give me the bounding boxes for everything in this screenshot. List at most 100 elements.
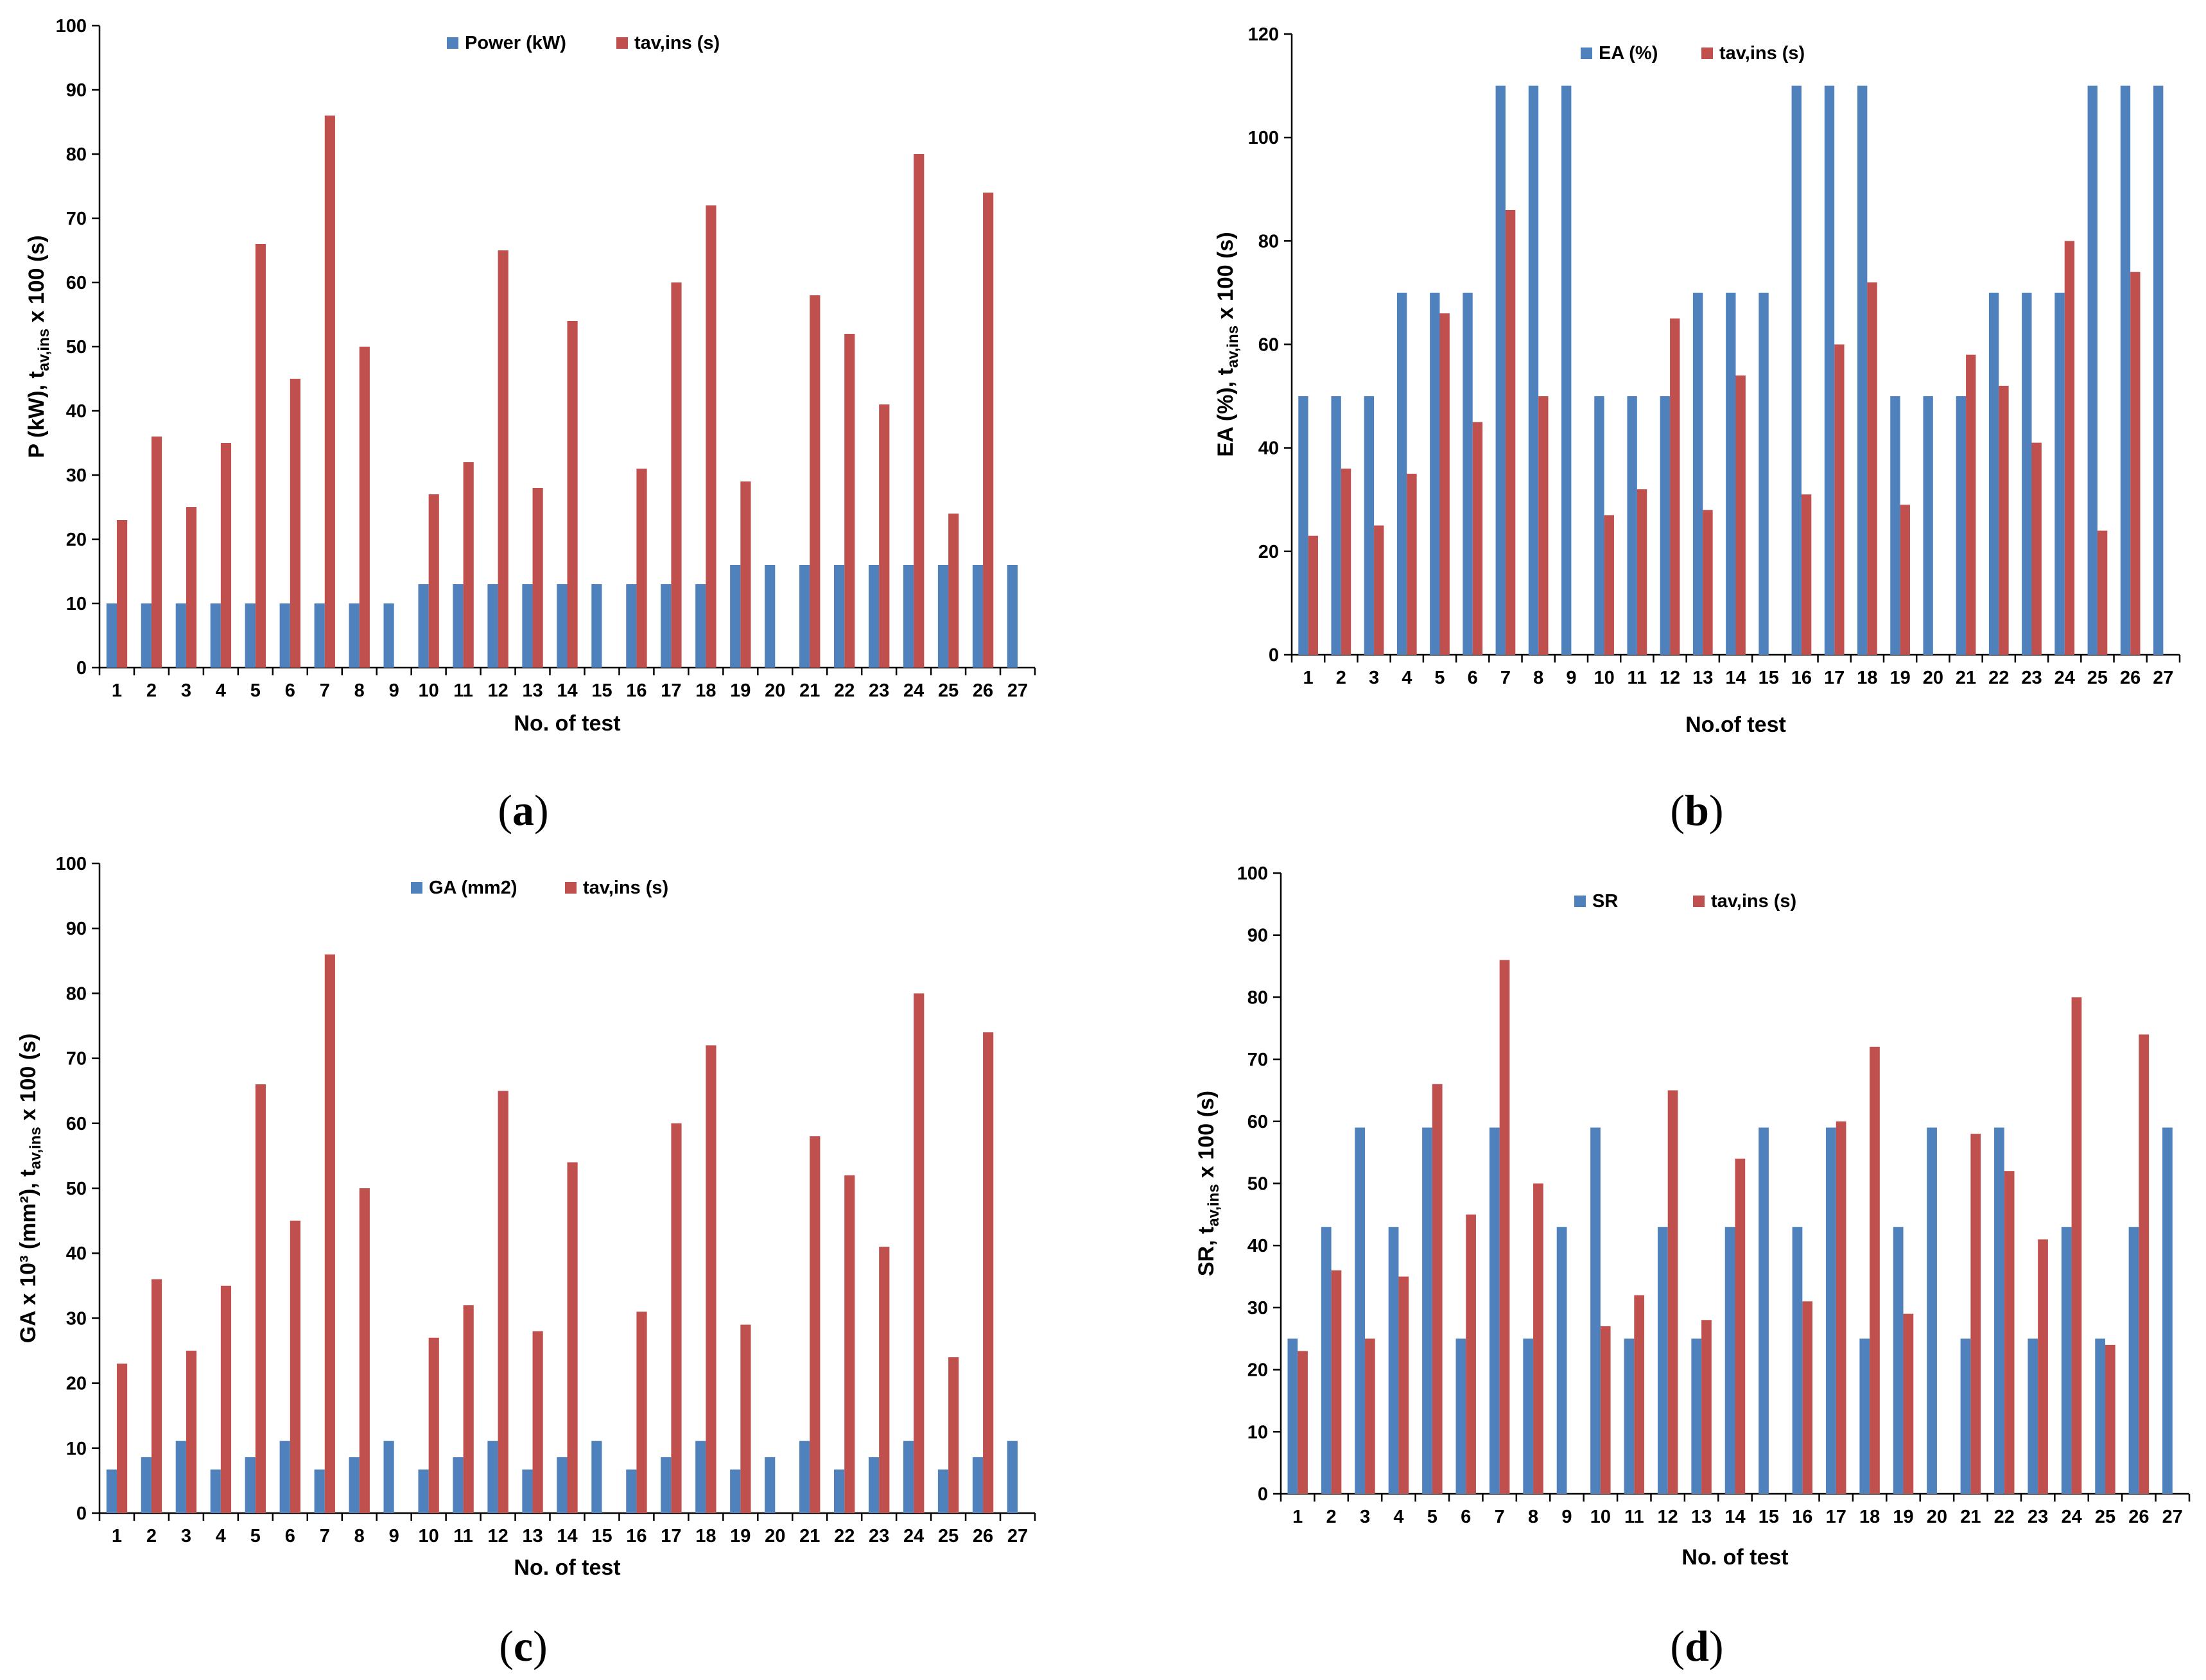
x-tick-label: 12: [1658, 1507, 1678, 1527]
x-tick-label: 9: [1566, 668, 1576, 688]
bar-primary-test-9: [383, 1441, 394, 1513]
bar-primary-test-10: [418, 584, 429, 668]
bar-tav-ins-test-1: [116, 520, 128, 668]
bar-primary-test-18: [695, 584, 706, 668]
bar-primary-test-13: [1692, 292, 1703, 655]
y-tick-label: 90: [66, 80, 87, 101]
x-tick-label: 26: [2128, 1507, 2149, 1527]
x-tick-label: 16: [1791, 668, 1812, 688]
y-tick-label: 60: [1247, 1112, 1268, 1132]
bar-tav-ins-test-13: [1703, 510, 1713, 655]
bar-primary-test-20: [765, 565, 776, 668]
x-tick-label: 5: [250, 1526, 261, 1546]
x-tick-label: 10: [419, 680, 439, 701]
bar-primary-test-6: [279, 603, 290, 668]
x-tick-label: 6: [285, 680, 295, 701]
bar-tav-ins-test-6: [1472, 422, 1483, 655]
bar-tav-ins-test-17: [671, 282, 682, 668]
bar-tav-ins-test-4: [1398, 1276, 1409, 1494]
x-tick-label: 10: [419, 1526, 439, 1546]
y-tick-label: 70: [66, 1049, 87, 1069]
bar-tav-ins-test-11: [463, 462, 474, 668]
y-tick-label: 20: [66, 1374, 87, 1394]
y-tick-label: 100: [1237, 863, 1268, 884]
x-tick-label: 14: [1725, 668, 1746, 688]
bar-primary-test-27: [1007, 1441, 1018, 1513]
bar-primary-test-13: [522, 1469, 533, 1513]
x-tick-label: 8: [354, 680, 365, 701]
y-tick-label: 20: [1247, 1360, 1268, 1381]
legend-swatch: [1701, 48, 1713, 59]
bar-tav-ins-test-1: [1298, 1351, 1308, 1494]
y-tick-label: 0: [76, 658, 87, 679]
y-tick-label: 80: [66, 983, 87, 1004]
bar-primary-test-1: [1298, 396, 1308, 655]
bar-tav-ins-test-12: [1667, 1090, 1678, 1494]
bar-tav-ins-test-1: [1308, 535, 1318, 655]
bar-tav-ins-test-7: [324, 954, 335, 1513]
bar-tav-ins-test-10: [1604, 515, 1614, 655]
bar-primary-test-15: [1759, 1127, 1769, 1494]
bar-primary-test-7: [314, 603, 325, 668]
x-tick-label: 1: [1303, 668, 1314, 688]
bar-tav-ins-test-25: [948, 1357, 959, 1513]
x-tick-label: 6: [1461, 1507, 1471, 1527]
bar-tav-ins-test-23: [2038, 1239, 2048, 1494]
bar-primary-test-2: [141, 603, 152, 668]
y-tick-label: 80: [1258, 231, 1279, 252]
x-tick-label: 11: [1627, 668, 1647, 688]
bar-tav-ins-test-3: [186, 507, 197, 668]
bar-tav-ins-test-24: [2071, 997, 2082, 1494]
bar-tav-ins-test-4: [1407, 473, 1417, 655]
x-tick-label: 19: [730, 680, 751, 701]
x-tick-label: 15: [1759, 668, 1779, 688]
bar-primary-test-9: [1561, 85, 1572, 655]
x-tick-label: 24: [2054, 668, 2075, 688]
y-axis-label: SR, tav,ins x 100 (s): [1194, 1091, 1222, 1276]
bar-tav-ins-test-2: [1331, 1270, 1342, 1494]
x-tick-label: 27: [2162, 1507, 2183, 1527]
bar-primary-test-4: [1396, 292, 1407, 655]
bar-primary-test-26: [2120, 85, 2131, 655]
bar-primary-test-16: [1791, 85, 1802, 655]
x-tick-label: 13: [1691, 1507, 1712, 1527]
bar-primary-test-2: [1321, 1227, 1332, 1494]
bar-tav-ins-test-25: [2105, 1344, 2115, 1494]
bar-primary-test-23: [868, 565, 880, 668]
y-tick-label: 90: [1247, 926, 1268, 946]
x-tick-label: 1: [112, 680, 122, 701]
bar-tav-ins-test-26: [983, 1032, 994, 1513]
x-tick-label: 5: [250, 680, 261, 701]
y-tick-label: 0: [76, 1503, 87, 1524]
bar-primary-test-13: [1691, 1338, 1702, 1494]
legend-label: GA (mm2): [429, 878, 517, 898]
bar-tav-ins-test-2: [1341, 468, 1351, 655]
bar-primary-test-25: [2095, 1338, 2105, 1494]
bar-primary-test-5: [1422, 1127, 1432, 1494]
y-tick-label: 80: [1247, 987, 1268, 1008]
x-tick-label: 26: [973, 1526, 993, 1546]
bar-tav-ins-test-26: [983, 193, 994, 668]
bar-primary-test-23: [868, 1457, 880, 1513]
bar-tav-ins-test-7: [1505, 209, 1516, 655]
x-tick-label: 26: [2120, 668, 2141, 688]
y-tick-label: 100: [1248, 128, 1279, 148]
x-tick-label: 25: [2087, 668, 2108, 688]
x-tick-label: 27: [1007, 680, 1028, 701]
bar-primary-test-19: [730, 565, 741, 668]
bar-primary-test-10: [1590, 1127, 1601, 1494]
bar-primary-test-9: [1556, 1227, 1567, 1494]
x-tick-label: 22: [1994, 1507, 2015, 1527]
bar-tav-ins-test-19: [1903, 1313, 1914, 1494]
bar-tav-ins-test-13: [532, 488, 543, 668]
x-tick-label: 15: [1759, 1507, 1779, 1527]
y-tick-label: 120: [1248, 24, 1279, 45]
y-tick-label: 50: [66, 337, 87, 358]
x-tick-label: 18: [1859, 1507, 1880, 1527]
y-tick-label: 100: [56, 854, 87, 874]
bar-tav-ins-test-18: [706, 205, 717, 668]
x-tick-label: 13: [522, 680, 543, 701]
bar-tav-ins-test-21: [1966, 354, 1976, 655]
x-tick-label: 25: [2095, 1507, 2115, 1527]
